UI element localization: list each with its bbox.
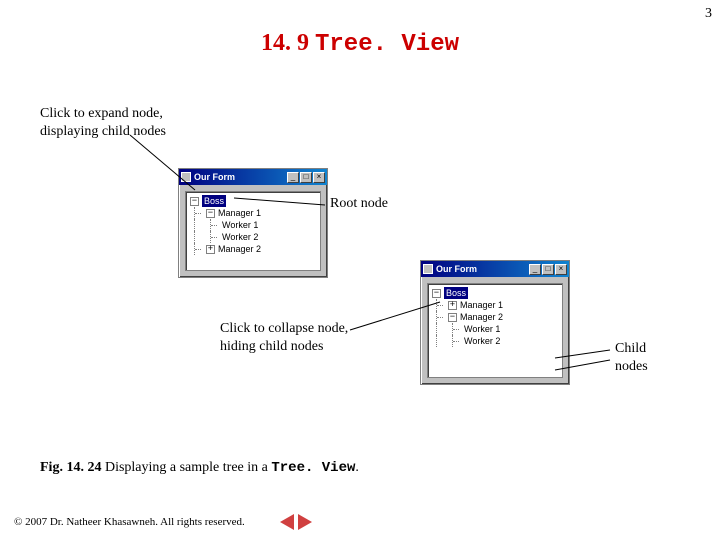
figure-caption: Fig. 14. 24 Displaying a sample tree in … (40, 460, 359, 476)
next-arrow-icon[interactable] (298, 514, 312, 530)
tree-node-child[interactable]: Worker 2 (190, 231, 316, 243)
tree-node-child[interactable]: Worker 1 (190, 219, 316, 231)
page-number: 3 (705, 6, 712, 22)
figure-class: Tree. View (271, 460, 355, 476)
tree-node[interactable]: +Manager 1 (432, 299, 558, 311)
titlebar: Our Form _ □ × (421, 261, 569, 277)
titlebar: Our Form _ □ × (179, 169, 327, 185)
tree-node[interactable]: −Manager 1 (190, 207, 316, 219)
annotation-expand: Click to expand node,displaying child no… (40, 105, 166, 140)
tree-node[interactable]: −Manager 2 (432, 311, 558, 323)
node-label: Worker 1 (464, 323, 500, 335)
app-icon (181, 172, 191, 182)
title-prefix: 14. 9 (261, 30, 315, 56)
annotation-collapse: Click to collapse node,hiding child node… (220, 320, 348, 355)
node-label: Manager 1 (460, 299, 503, 311)
tree: −Boss+Manager 1−Manager 2Worker 1Worker … (432, 287, 558, 347)
annotation-children: Childnodes (615, 340, 648, 375)
close-button[interactable]: × (555, 264, 567, 275)
node-label: Worker 2 (222, 231, 258, 243)
title-mono: Tree. View (315, 31, 459, 58)
tree-node-child[interactable]: Worker 1 (432, 323, 558, 335)
annotation-root: Root node (330, 195, 388, 213)
copyright-footer: © 2007 Dr. Natheer Khasawneh. All rights… (14, 516, 245, 528)
window-1: Our Form _ □ × −Boss−Manager 1Worker 1Wo… (178, 168, 328, 278)
minimize-button[interactable]: _ (529, 264, 541, 275)
node-label: Worker 1 (222, 219, 258, 231)
tree-node-root[interactable]: −Boss (432, 287, 558, 299)
expander-icon[interactable]: − (206, 209, 215, 218)
node-label: Manager 1 (218, 207, 261, 219)
expander-icon[interactable]: − (432, 289, 441, 298)
window-2: Our Form _ □ × −Boss+Manager 1−Manager 2… (420, 260, 570, 385)
minimize-button[interactable]: _ (287, 172, 299, 183)
maximize-button[interactable]: □ (542, 264, 554, 275)
treeview-2[interactable]: −Boss+Manager 1−Manager 2Worker 1Worker … (427, 283, 563, 378)
tree: −Boss−Manager 1Worker 1Worker 2+Manager … (190, 195, 316, 255)
figure-suffix: . (355, 460, 359, 475)
figure-text: Displaying a sample tree in a (101, 460, 271, 475)
node-label: Boss (202, 195, 226, 207)
tree-node-child[interactable]: Worker 2 (432, 335, 558, 347)
window-title: Our Form (436, 264, 529, 274)
expander-icon[interactable]: + (206, 245, 215, 254)
window-title: Our Form (194, 172, 287, 182)
slide-nav (280, 514, 312, 530)
expander-icon[interactable]: + (448, 301, 457, 310)
app-icon (423, 264, 433, 274)
expander-icon[interactable]: − (190, 197, 199, 206)
maximize-button[interactable]: □ (300, 172, 312, 183)
treeview-1[interactable]: −Boss−Manager 1Worker 1Worker 2+Manager … (185, 191, 321, 271)
close-button[interactable]: × (313, 172, 325, 183)
node-label: Manager 2 (460, 311, 503, 323)
figure-number: Fig. 14. 24 (40, 460, 101, 475)
callout-lines (0, 0, 720, 540)
tree-node[interactable]: +Manager 2 (190, 243, 316, 255)
node-label: Worker 2 (464, 335, 500, 347)
node-label: Boss (444, 287, 468, 299)
prev-arrow-icon[interactable] (280, 514, 294, 530)
window-buttons: _ □ × (529, 264, 567, 275)
tree-node-root[interactable]: −Boss (190, 195, 316, 207)
expander-icon[interactable]: − (448, 313, 457, 322)
section-title: 14. 9 Tree. View (0, 30, 720, 58)
window-buttons: _ □ × (287, 172, 325, 183)
node-label: Manager 2 (218, 243, 261, 255)
